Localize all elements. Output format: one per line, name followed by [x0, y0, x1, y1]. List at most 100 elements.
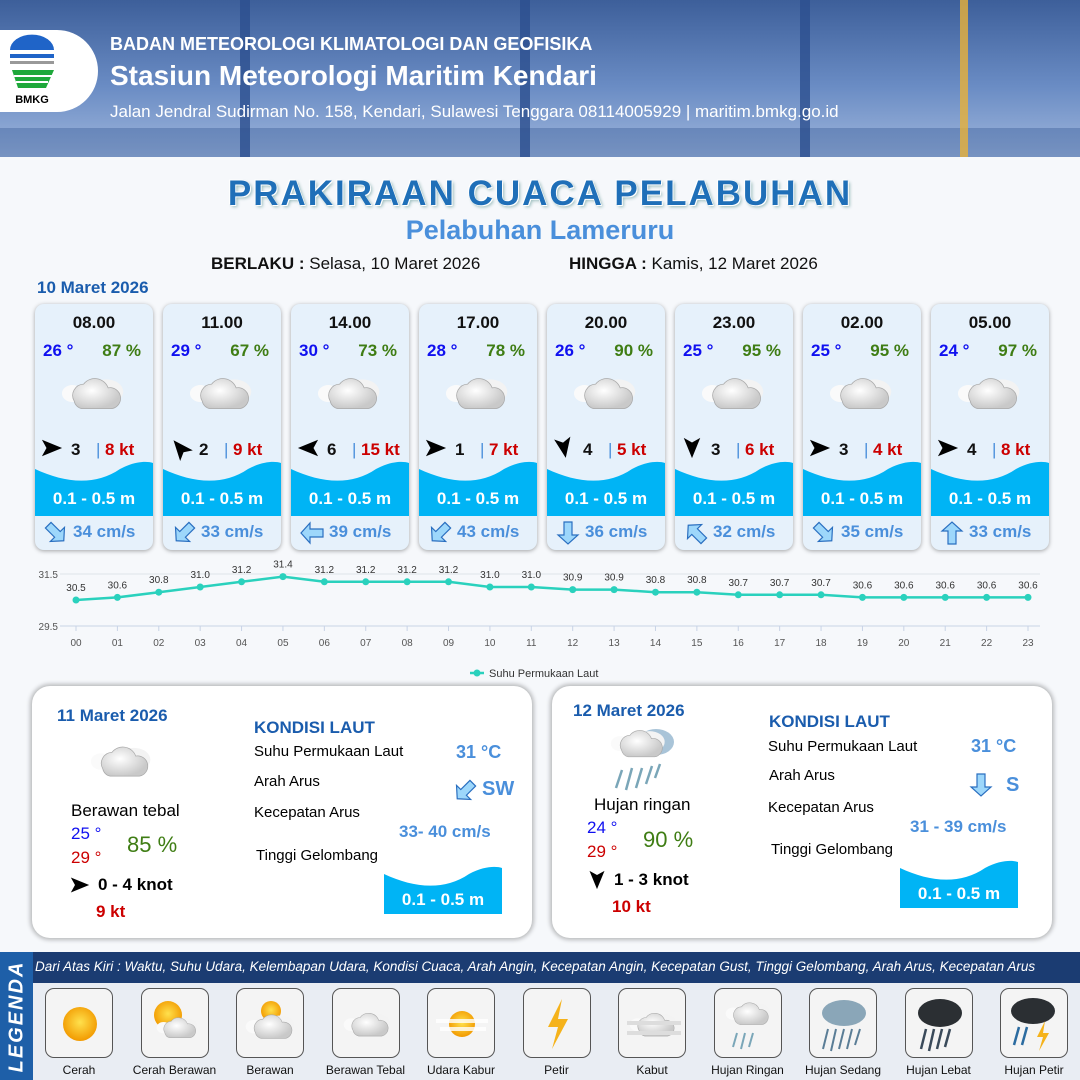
sea-title: KONDISI LAUT — [769, 712, 890, 731]
data-label: 30.5 — [66, 583, 86, 594]
legend-item-label: Petir — [544, 1063, 569, 1077]
wave-icon — [675, 461, 793, 516]
legend-item — [45, 988, 113, 1058]
wave-icon — [384, 866, 502, 914]
x-tick-label: 18 — [815, 638, 827, 649]
day3-gust: 10 kt — [612, 897, 651, 916]
legend-item-label: Hujan Petir — [1004, 1063, 1064, 1077]
data-point — [403, 578, 411, 586]
current-arrow-icon — [806, 515, 843, 550]
x-tick-label: 02 — [153, 638, 165, 649]
card-current-speed: 43 cm/s — [457, 522, 520, 541]
data-label: 30.8 — [687, 575, 707, 586]
page-title: PRAKIRAAN CUACA PELABUHAN — [227, 174, 853, 213]
card-gust: 5 kt — [617, 440, 647, 459]
wind-arrow-icon — [587, 870, 607, 890]
current-dir: SW — [482, 778, 515, 800]
data-point — [196, 583, 204, 591]
legend-label: Suhu Permukaan Laut — [489, 668, 598, 680]
day3-tmax: 29 ° — [587, 842, 618, 861]
x-tick-label: 14 — [650, 638, 662, 649]
cloudy-icon — [245, 1001, 295, 1039]
legend-item-label: Berawan Tebal — [325, 1063, 406, 1077]
x-tick-label: 05 — [277, 638, 289, 649]
data-label: 31.0 — [522, 570, 542, 581]
wave-height: 0.1 - 0.5 m — [917, 884, 1001, 903]
separator: | — [96, 440, 101, 459]
data-label: 30.6 — [894, 580, 914, 591]
overcast-icon — [61, 372, 127, 416]
card-gust: 8 kt — [105, 440, 135, 459]
data-point — [320, 578, 328, 586]
data-label: 30.8 — [149, 575, 169, 586]
svg-text:BMKG: BMKG — [15, 94, 49, 106]
data-point — [113, 593, 121, 601]
card-temperature: 26 ° — [43, 341, 74, 360]
card-current-speed: 32 cm/s — [713, 522, 776, 541]
data-point — [1024, 593, 1032, 601]
wind-arrow-icon — [165, 433, 196, 464]
current-speed-label: Kecepatan Arus — [768, 799, 874, 816]
day3-wind: 1 - 3 knot — [614, 870, 689, 889]
card-current-speed: 33 cm/s — [201, 522, 264, 541]
data-point — [734, 591, 742, 599]
forecast-card: 20.00 26 ° 90 % 4 | 5 kt 0.1 - 0.5 m 36 … — [547, 304, 665, 550]
wave-icon — [163, 461, 281, 516]
legend-title: LEGENDA — [5, 960, 28, 1072]
separator: | — [736, 440, 741, 459]
data-point — [651, 588, 659, 596]
card-time: 11.00 — [201, 313, 243, 332]
x-tick-label: 16 — [733, 638, 745, 649]
day2-date: 11 Maret 2026 — [57, 706, 168, 725]
data-point — [527, 583, 535, 591]
separator: | — [864, 440, 869, 459]
thunderstorm-icon — [1011, 998, 1055, 1051]
x-tick-label: 19 — [857, 638, 869, 649]
port-name: Pelabuhan Lameruru — [405, 215, 675, 245]
legend-item — [522, 988, 591, 1058]
current-speed: 33- 40 cm/s — [399, 822, 491, 841]
day3-humidity: 90 % — [643, 827, 694, 852]
x-tick-label: 07 — [360, 638, 372, 649]
overcast-icon — [342, 1012, 390, 1037]
current-speed: 31 - 39 cm/s — [910, 817, 1007, 836]
legend-item-label: Hujan Ringan — [711, 1063, 784, 1077]
light-rain-icon — [724, 1002, 771, 1050]
card-humidity: 67 % — [230, 341, 269, 360]
y-tick-label: 29.5 — [39, 622, 59, 633]
current-arrow-icon — [678, 515, 715, 550]
wind-arrow-icon — [41, 437, 63, 459]
wind-arrow-icon — [425, 437, 447, 459]
card-humidity: 87 % — [102, 341, 141, 360]
card-time: 02.00 — [840, 313, 884, 332]
current-arrow-icon — [447, 773, 484, 810]
day3-date: 12 Maret 2026 — [573, 701, 685, 720]
card-wave-height: 0.1 - 0.5 m — [564, 489, 648, 508]
card-current-speed: 34 cm/s — [73, 522, 136, 541]
x-tick-label: 10 — [484, 638, 496, 649]
wind-arrow-icon — [551, 435, 576, 460]
legend-marker — [473, 669, 481, 677]
wind-arrow-icon — [70, 875, 90, 895]
current-arrow-icon — [555, 520, 581, 546]
wind-arrow-icon — [937, 437, 959, 459]
card-time: 20.00 — [584, 313, 628, 332]
lightning-icon — [547, 999, 568, 1049]
wind-arrow-icon — [809, 437, 831, 459]
separator: | — [992, 440, 997, 459]
data-point — [610, 586, 618, 594]
card-current-speed: 35 cm/s — [841, 522, 904, 541]
legend-item — [331, 988, 400, 1058]
haze-icon — [436, 1011, 488, 1037]
data-point — [238, 578, 246, 586]
overcast-icon — [445, 372, 511, 416]
current-speed-label: Kecepatan Arus — [254, 804, 360, 821]
separator: | — [224, 440, 229, 459]
x-tick-label: 23 — [1022, 638, 1034, 649]
data-label: 31.0 — [190, 570, 210, 581]
legend-item — [1000, 988, 1068, 1058]
x-tick-label: 20 — [898, 638, 910, 649]
legend-item — [618, 988, 686, 1058]
wave-height: 0.1 - 0.5 m — [401, 890, 485, 909]
legend-item — [809, 988, 877, 1058]
